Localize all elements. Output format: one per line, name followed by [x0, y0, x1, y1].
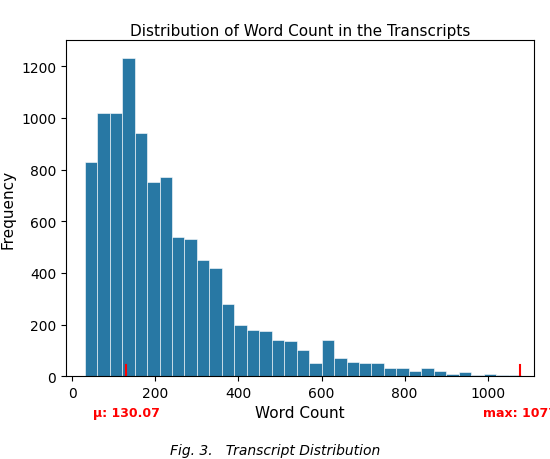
Bar — [459, 373, 471, 376]
Bar — [272, 340, 284, 376]
Bar — [296, 351, 309, 376]
Text: Fig. 3.   Transcript Distribution: Fig. 3. Transcript Distribution — [170, 443, 380, 458]
Bar — [135, 134, 147, 376]
Bar — [222, 304, 234, 376]
Bar — [397, 369, 409, 376]
X-axis label: Word Count: Word Count — [255, 406, 344, 420]
Bar — [247, 330, 259, 376]
Bar — [334, 358, 346, 376]
Bar — [147, 183, 159, 376]
Bar — [409, 371, 421, 376]
Bar — [197, 260, 210, 376]
Bar — [122, 59, 135, 376]
Bar — [371, 364, 384, 376]
Text: μ: 130.07: μ: 130.07 — [93, 406, 160, 420]
Bar — [259, 331, 272, 376]
Bar — [234, 325, 247, 376]
Bar — [97, 113, 109, 376]
Bar — [322, 340, 334, 376]
Bar — [483, 374, 496, 376]
Y-axis label: Frequency: Frequency — [1, 169, 15, 248]
Bar — [434, 371, 446, 376]
Text: max: 1077: max: 1077 — [483, 406, 550, 420]
Bar — [184, 240, 197, 376]
Bar — [346, 362, 359, 376]
Bar — [85, 162, 97, 376]
Bar — [210, 268, 222, 376]
Bar — [471, 375, 483, 376]
Bar — [284, 341, 296, 376]
Bar — [446, 374, 459, 376]
Bar — [421, 369, 434, 376]
Bar — [172, 237, 184, 376]
Bar — [309, 364, 322, 376]
Bar — [384, 369, 397, 376]
Bar — [496, 375, 509, 376]
Bar — [509, 375, 521, 376]
Bar — [160, 178, 172, 376]
Bar — [359, 364, 371, 376]
Bar — [109, 113, 122, 376]
Title: Distribution of Word Count in the Transcripts: Distribution of Word Count in the Transc… — [130, 24, 470, 39]
